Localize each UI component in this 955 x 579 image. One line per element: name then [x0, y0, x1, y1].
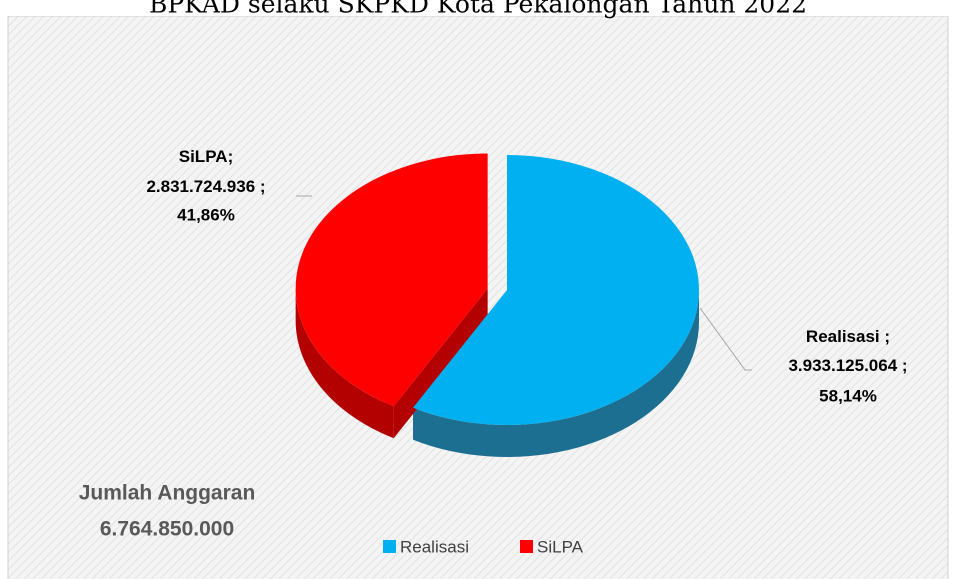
data-label: SiLPA; 2.831.724.936 ; 41,86%	[146, 147, 265, 224]
label-percent: 41,86%	[177, 205, 235, 224]
slice-cut	[393, 288, 488, 439]
slice-side	[413, 290, 699, 457]
slice-side	[295, 288, 394, 439]
label-sep: ;	[902, 356, 908, 375]
title-band	[0, 0, 955, 16]
legend-label: Realisasi	[400, 537, 469, 556]
label-name: Realisasi	[806, 327, 880, 346]
annotation-value: 6.764.850.000	[100, 518, 234, 541]
leader-line	[699, 307, 752, 371]
slice	[295, 153, 488, 407]
label-value: 2.831.724.936	[146, 177, 255, 196]
label-sep: ;	[260, 177, 266, 196]
label-value: 3.933.125.064	[788, 356, 897, 375]
legend-label: SiLPA	[537, 537, 584, 556]
label-sep: ;	[228, 147, 234, 166]
annotation-text: Jumlah Anggaran	[79, 482, 256, 505]
svg-text:SiLPA;: SiLPA;	[179, 147, 233, 166]
legend-swatch	[520, 540, 533, 553]
chart-title: BPKAD selaku SKPKD Kota Pekalongan Tahun…	[149, 0, 807, 19]
slice	[413, 155, 699, 425]
svg-text:3.933.125.064 ;: 3.933.125.064 ;	[788, 356, 907, 375]
svg-text:2.831.724.936 ;: 2.831.724.936 ;	[146, 177, 265, 196]
label-sep: ;	[884, 327, 890, 346]
label-name: SiLPA	[179, 147, 228, 166]
data-label: Realisasi ; 3.933.125.064 ; 58,14%	[788, 327, 907, 405]
legend: Realisasi SiLPA	[383, 537, 584, 556]
legend-swatch	[383, 540, 396, 553]
svg-text:Realisasi ;: Realisasi ;	[806, 327, 890, 346]
label-percent: 58,14%	[819, 386, 877, 405]
pie	[295, 153, 699, 457]
